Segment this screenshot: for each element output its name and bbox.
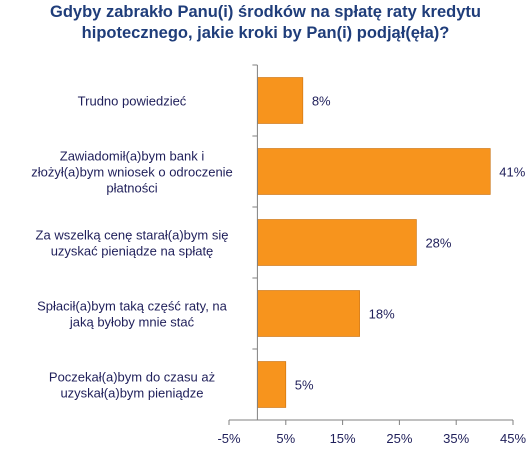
category-label-0-line-0: Trudno powiedzieć [78, 94, 187, 109]
category-label-4-line-0: Poczekał(a)bym do czasu aż [49, 370, 215, 385]
x-tick-label-3: 25% [386, 431, 412, 446]
chart-title: Gdyby zabrakło Panu(i) środków na spłatę… [0, 2, 531, 44]
category-label-4-line-1: uzyskał(a)bym pieniądze [60, 386, 203, 401]
x-axis: -5% 5% 15% 25% 35% 45% [217, 64, 526, 446]
category-label-1-line-1: złożył(a)bym wniosek o odroczenie [31, 165, 233, 180]
bar-3 [257, 290, 360, 337]
category-label-0: Trudno powiedzieć [78, 94, 187, 109]
bar-1 [257, 148, 491, 195]
x-tick-label-5: 45% [500, 431, 526, 446]
value-label-3: 18% [369, 307, 395, 322]
category-label-1: Zawiadomił(a)bym bank i złożył(a)bym wnio… [31, 149, 233, 196]
value-label-2: 28% [425, 236, 451, 251]
category-label-1-line-2: płatności [106, 181, 157, 196]
x-tick-label-0: -5% [217, 431, 241, 446]
category-labels: Trudno powiedzieć Zawiadomił(a)bym bank i… [31, 94, 233, 401]
category-label-3-line-1: jaką byłoby mnie stać [69, 315, 195, 330]
x-tick-label-4: 35% [443, 431, 469, 446]
chart-title-line-1: Gdyby zabrakło Panu(i) środków na spłatę… [50, 3, 481, 21]
value-label-0: 8% [312, 94, 331, 109]
value-label-1: 41% [499, 165, 525, 180]
x-tick-label-2: 15% [330, 431, 356, 446]
bar-0 [257, 77, 304, 124]
category-label-2: Za wszelką cenę starał(a)bym się uzyskać … [36, 228, 229, 259]
bars-group [257, 77, 491, 408]
x-tick-label-1: 5% [276, 431, 295, 446]
bar-4 [257, 361, 287, 408]
category-label-2-line-0: Za wszelką cenę starał(a)bym się [36, 228, 229, 243]
bar-2 [257, 219, 417, 266]
value-labels: 8% 41% 28% 18% 5% [295, 94, 526, 393]
value-label-4: 5% [295, 378, 314, 393]
category-label-2-line-1: uzyskać pieniądze na spłatę [51, 244, 214, 259]
category-label-4: Poczekał(a)bym do czasu aż uzyskał(a)bym … [49, 370, 215, 401]
category-label-3-line-0: Spłacił(a)bym taką część raty, na [37, 299, 228, 314]
chart-title-line-2: hipotecznego, jakie kroki by Pan(i) podj… [81, 24, 450, 42]
category-label-1-line-0: Zawiadomił(a)bym bank i [60, 149, 205, 164]
category-label-3: Spłacił(a)bym taką część raty, na jaką by… [37, 299, 228, 330]
